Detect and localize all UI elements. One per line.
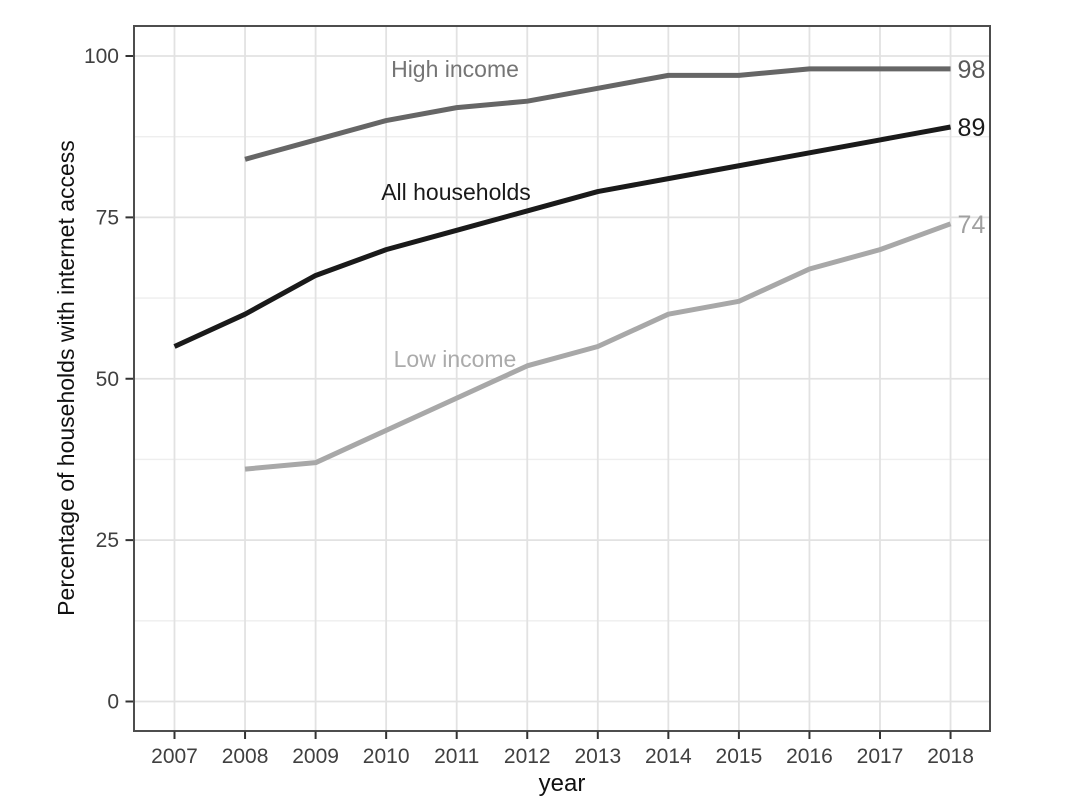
y-tick-label: 100 <box>84 45 119 68</box>
x-tick-label: 2015 <box>716 745 763 768</box>
x-tick-label: 2008 <box>222 745 269 768</box>
y-axis-title: Percentage of households with internet a… <box>53 140 79 616</box>
x-tick-label: 2012 <box>504 745 551 768</box>
axis-ticks-layer <box>125 55 952 739</box>
x-tick-label: 2018 <box>927 745 974 768</box>
series-labels-layer: High income 98 All households 89 Low income 7… <box>381 56 985 372</box>
y-tick-label: 75 <box>96 206 119 229</box>
x-tick-label: 2009 <box>292 745 339 768</box>
series-end-value-low-income: 74 <box>958 211 986 239</box>
y-tick-label: 0 <box>107 691 119 714</box>
x-tick-label: 2017 <box>857 745 904 768</box>
x-tick-label: 2014 <box>645 745 692 768</box>
x-tick-label: 2013 <box>574 745 621 768</box>
series-lines-layer <box>173 66 952 472</box>
series-label-high-income: High income <box>391 56 519 82</box>
series-line-low-income <box>244 221 952 472</box>
panel-border <box>133 25 991 732</box>
x-tick-label: 2016 <box>786 745 833 768</box>
axis-tick-labels-layer: 0 25 50 75 100 2007 2008 2009 2010 2011 2012 2013 20… <box>84 45 974 768</box>
x-tick-label: 2010 <box>363 745 410 768</box>
x-axis-title: year <box>539 770 586 797</box>
y-tick-label: 50 <box>96 368 119 391</box>
series-line-high-income <box>244 66 951 162</box>
y-tick-label: 25 <box>96 529 119 552</box>
series-line-all-households <box>173 124 951 349</box>
series-end-value-all-households: 89 <box>958 114 986 142</box>
x-tick-label: 2007 <box>151 745 198 768</box>
series-label-all-households: All households <box>381 179 531 205</box>
x-tick-label: 2011 <box>434 745 479 768</box>
series-label-low-income: Low income <box>394 346 517 372</box>
gridlines-layer <box>134 26 990 731</box>
series-end-value-high-income: 98 <box>958 56 986 84</box>
